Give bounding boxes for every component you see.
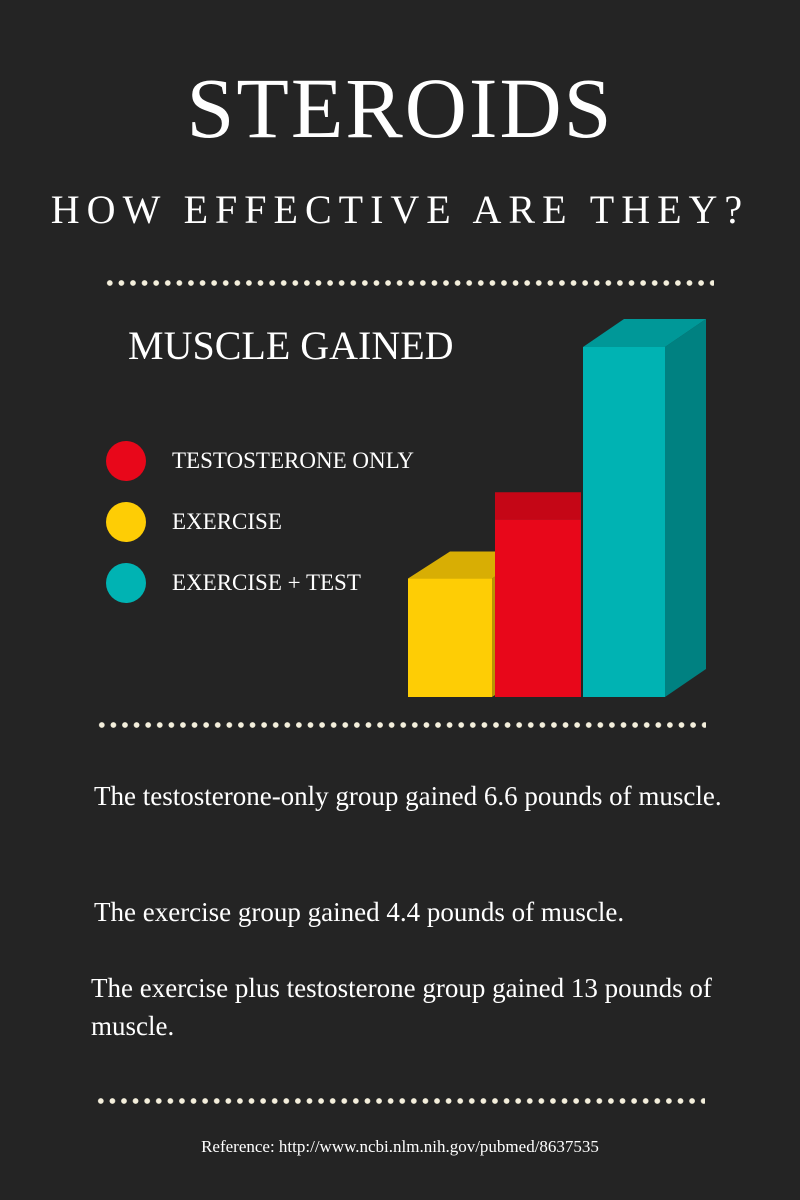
bar-1-top — [408, 551, 534, 579]
bar-3-exercise-test — [583, 347, 665, 697]
reference-text: Reference: http://www.ncbi.nlm.nih.gov/p… — [201, 1137, 599, 1156]
page-title: STEROIDS — [186, 60, 614, 156]
dotted-divider-bottom — [95, 1097, 705, 1105]
bar-2-testosterone-only — [495, 519, 581, 697]
legend-swatch-red — [106, 441, 146, 481]
legend-label: EXERCISE — [172, 509, 282, 534]
description-testosterone-only: The testosterone-only group gained 6.6 p… — [94, 781, 722, 811]
chart-title: MUSCLE GAINED — [128, 323, 454, 368]
bar-3-top — [583, 319, 706, 347]
legend-label: EXERCISE + TEST — [172, 570, 361, 595]
description-exercise-plus-test: The exercise plus testosterone group gai… — [91, 973, 712, 1041]
bar-3-side — [665, 319, 706, 697]
page-subtitle: HOW EFFECTIVE ARE THEY? — [50, 187, 750, 232]
dotted-divider-top — [104, 279, 714, 287]
legend-label: TESTOSTERONE ONLY — [172, 448, 414, 473]
legend-swatch-yellow — [106, 502, 146, 542]
bar-2-top — [495, 492, 581, 520]
description-exercise: The exercise group gained 4.4 pounds of … — [94, 897, 625, 927]
dotted-divider-middle — [96, 721, 706, 729]
bar-1-exercise — [408, 578, 492, 697]
legend-swatch-teal — [106, 563, 146, 603]
bar-1-side — [492, 551, 534, 697]
